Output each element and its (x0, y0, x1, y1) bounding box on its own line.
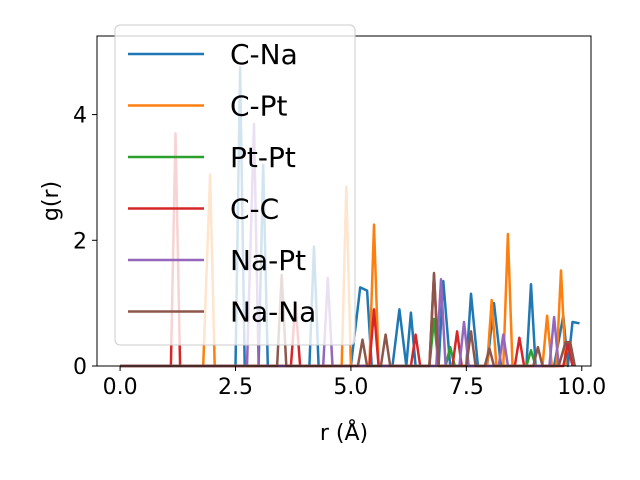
x-axis: 0.0 2.5 5.0 7.5 10.0 (103, 366, 606, 400)
legend-label-na-pt: Na-Pt (230, 244, 306, 277)
legend-label-pt-pt: Pt-Pt (230, 141, 296, 174)
legend-label-na-na: Na-Na (230, 296, 316, 329)
x-axis-label: r (Å) (320, 419, 368, 446)
x-tick-label: 7.5 (449, 375, 484, 400)
x-tick-label: 5.0 (333, 375, 368, 400)
y-axis-label: g(r) (39, 181, 64, 221)
legend-entries: C-Na C-Pt Pt-Pt C-C Na-Pt Na-Na (128, 38, 316, 329)
legend-label-c-na: C-Na (230, 38, 298, 71)
y-tick-label: 4 (73, 104, 87, 129)
y-tick-label: 0 (73, 355, 87, 380)
x-tick-label: 0.0 (103, 375, 138, 400)
y-axis: 0 2 4 (73, 104, 97, 380)
legend: C-Na C-Pt Pt-Pt C-C Na-Pt Na-Na (114, 24, 356, 346)
legend-label-c-pt: C-Pt (230, 90, 288, 123)
legend-label-c-c: C-C (230, 193, 279, 226)
x-tick-label: 10.0 (557, 375, 606, 400)
x-tick-label: 2.5 (218, 375, 253, 400)
y-tick-label: 2 (73, 229, 87, 254)
